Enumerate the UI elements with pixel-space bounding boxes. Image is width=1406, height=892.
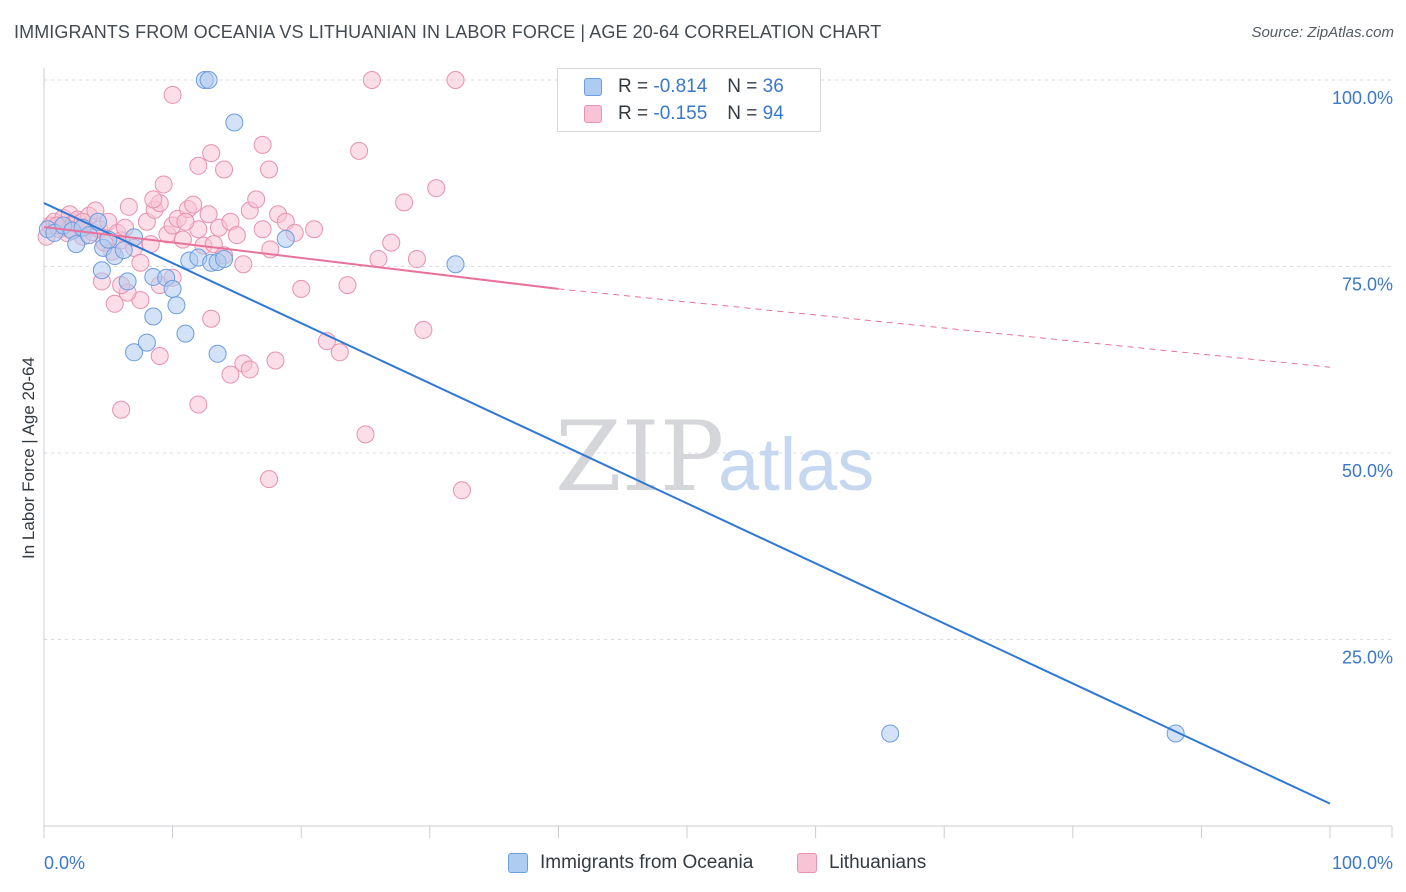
oceania-point — [118, 272, 137, 291]
lithuanians-point — [227, 226, 246, 245]
lithuanians-point — [215, 160, 234, 179]
lithuanians-point — [362, 71, 381, 89]
legend-label-lithuanians: Lithuanians — [829, 852, 927, 873]
watermark-atlas: atlas — [718, 423, 874, 506]
y-tick-label: 25.0% — [1342, 648, 1393, 668]
oceania-point — [881, 724, 900, 743]
lithuanians-point — [260, 470, 279, 489]
lithuanians-point — [163, 85, 182, 104]
oceania-point — [125, 343, 144, 362]
lithuanians-point — [199, 205, 218, 224]
lithuanians-point — [338, 276, 357, 295]
oceania-swatch — [584, 78, 602, 96]
legend-label-oceania: Immigrants from Oceania — [540, 852, 754, 873]
lithuanians-point — [292, 279, 311, 298]
lithuanians-point — [382, 233, 401, 252]
chart-title: IMMIGRANTS FROM OCEANIA VS LITHUANIAN IN… — [14, 22, 882, 42]
lithuanians-point — [253, 220, 272, 239]
lithuanians-point — [189, 395, 208, 414]
lithuanians-point — [446, 71, 465, 89]
lithuanians-point — [407, 250, 426, 269]
y-tick-label: 100.0% — [1332, 88, 1393, 108]
oceania-point — [276, 229, 295, 248]
lithuanians-point — [356, 425, 375, 444]
lithuanians-point — [234, 255, 253, 274]
lithuanians-point — [184, 195, 203, 214]
x-tick-label: 0.0% — [44, 853, 85, 873]
source-label: Source: ZipAtlas.com — [1251, 24, 1394, 41]
oceania-point — [114, 241, 133, 260]
y-tick-label: 75.0% — [1342, 275, 1393, 295]
oceania-point — [92, 261, 111, 280]
oceania-point — [208, 344, 227, 363]
watermark: ZIP atlas — [555, 401, 874, 513]
oceania-point — [225, 113, 244, 132]
lithuanians-point — [260, 160, 279, 179]
x-tick-label: 100.0% — [1332, 853, 1393, 873]
lithuanians-trendline — [43, 225, 559, 290]
oceania-point — [163, 279, 182, 298]
legend-n-value-oceania: 36 — [762, 76, 784, 97]
oceania-point — [144, 307, 163, 326]
legend-r-value-lithuanians: -0.155 — [653, 103, 708, 124]
oceania-point — [446, 255, 465, 274]
axes-layer — [43, 68, 1393, 838]
oceania-point — [67, 235, 86, 254]
lithuanians-point — [240, 360, 259, 379]
legend-item-oceania[interactable]: Immigrants from Oceania — [508, 852, 753, 874]
tick-labels: 100.0% 75.0% 50.0% 25.0% 0.0% 100.0% — [44, 88, 1393, 873]
lithuanians-swatch — [584, 105, 602, 123]
trendlines — [43, 202, 1331, 805]
lithuanians-point — [221, 365, 240, 384]
legend-item-lithuanians[interactable]: Lithuanians — [797, 852, 926, 874]
lithuanians-point — [452, 481, 471, 500]
oceania-trendline — [43, 202, 1331, 805]
legend-r-label: R = — [618, 76, 649, 97]
lithuanians-point — [395, 193, 414, 212]
lithuanians-point — [202, 309, 221, 328]
lithuanians-point — [247, 190, 266, 209]
lithuanians-point — [176, 212, 195, 231]
bottom-legend: Immigrants from Oceania Lithuanians — [0, 852, 1406, 878]
oceania-swatch — [508, 853, 528, 873]
oceania-point — [137, 333, 156, 352]
oceania-point — [215, 250, 234, 269]
lithuanians-swatch — [797, 853, 817, 873]
y-axis-title: In Labor Force | Age 20-64 — [19, 357, 38, 559]
legend-r-value-oceania: -0.814 — [653, 76, 708, 97]
lithuanians-point — [202, 144, 221, 163]
lithuanians-point — [150, 347, 169, 366]
legend-n-label: N = — [727, 76, 758, 97]
lithuanians-point — [414, 320, 433, 339]
lithuanians-point — [154, 175, 173, 194]
lithuanians-points — [37, 71, 471, 500]
lithuanians-point — [369, 250, 388, 269]
lithuanians-point — [173, 230, 192, 249]
lithuanians-point — [131, 253, 150, 272]
watermark-zip: ZIP — [555, 401, 724, 513]
lithuanians-point — [119, 197, 138, 216]
legend-n-value-lithuanians: 94 — [762, 103, 784, 124]
y-tick-label: 50.0% — [1342, 461, 1393, 481]
legend-r-label: R = — [618, 103, 649, 124]
legend-row-lithuanians: R = -0.155 N = 94 — [584, 102, 784, 126]
oceania-point — [167, 296, 186, 315]
legend-n-label: N = — [727, 103, 758, 124]
lithuanians-point — [266, 351, 285, 370]
legend-box: R = -0.814 N = 36 R = -0.155 N = 94 — [557, 68, 821, 132]
legend-row-oceania: R = -0.814 N = 36 — [584, 75, 784, 99]
lithuanians-point — [144, 190, 163, 209]
lithuanians-point — [330, 343, 349, 362]
lithuanians-point — [189, 156, 208, 175]
lithuanians-point — [305, 220, 324, 239]
oceania-point — [176, 324, 195, 343]
lithuanians-point — [112, 400, 131, 419]
lithuanians-point — [253, 135, 272, 154]
lithuanians-point — [427, 179, 446, 198]
lithuanians-point — [105, 294, 124, 313]
lithuanians-point — [350, 141, 369, 160]
lithuanians-trendline — [558, 288, 1331, 368]
oceania-point — [199, 71, 218, 89]
